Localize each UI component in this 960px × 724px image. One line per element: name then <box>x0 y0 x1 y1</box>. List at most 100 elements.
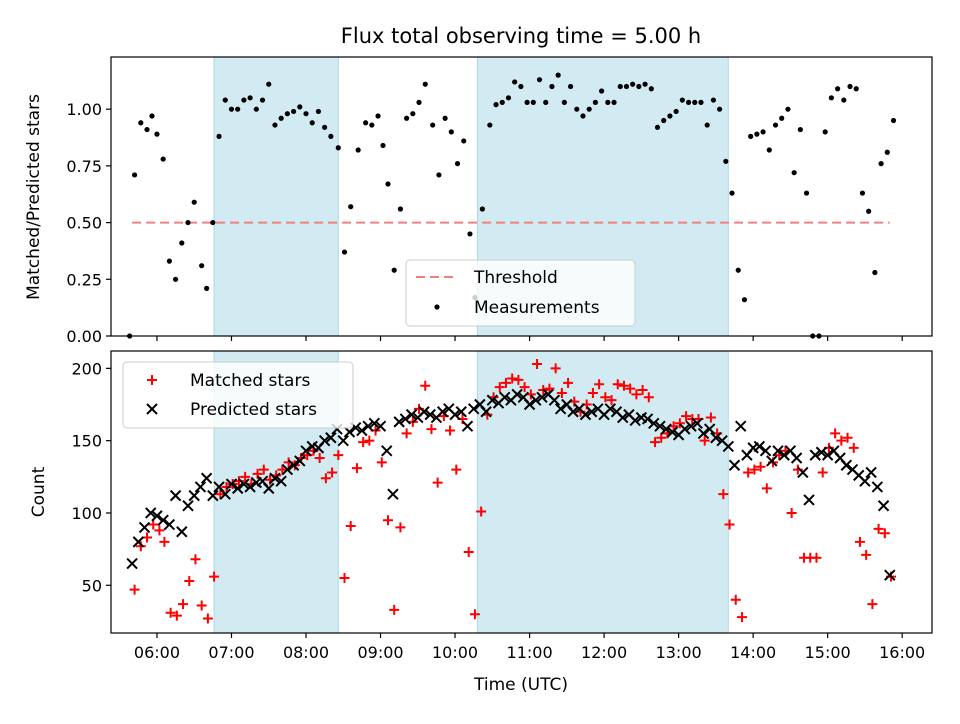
measurements-point <box>487 122 493 128</box>
measurements-point <box>841 97 847 103</box>
matched-stars-point <box>339 573 350 584</box>
predicted-stars-point <box>194 481 207 493</box>
predicted-stars-point <box>735 420 747 432</box>
predicted-stars-point <box>138 521 151 534</box>
predicted-stars-point <box>269 472 281 484</box>
measurements-point <box>363 120 369 126</box>
matched-stars-point <box>494 382 505 393</box>
matched-stars-point <box>451 464 462 475</box>
x-tick-label: 13:00 <box>656 643 702 662</box>
measurements-point <box>380 142 386 149</box>
predicted-stars-point <box>343 426 356 438</box>
measurements-point <box>222 97 228 103</box>
measurements-point <box>348 204 354 210</box>
measurements-point <box>422 81 428 87</box>
matched-stars-point <box>364 435 375 446</box>
matched-stars-point <box>327 467 338 478</box>
y-tick-label: 0.50 <box>66 214 102 233</box>
matched-stars-point <box>625 383 636 394</box>
x-tick-label: 14:00 <box>730 643 776 662</box>
matched-stars-point <box>650 437 661 448</box>
matched-stars-point <box>532 359 543 370</box>
measurements-point <box>416 99 422 105</box>
x-tick-label: 16:00 <box>879 643 925 662</box>
measurements-point <box>797 126 803 133</box>
measurements-point <box>144 126 150 133</box>
measurements-point <box>692 99 698 105</box>
measurements-point <box>278 115 284 121</box>
matched-stars-point <box>730 594 741 605</box>
predicted-stars-point <box>294 455 306 467</box>
measurements-point <box>530 99 536 105</box>
predicted-stars-point <box>418 406 430 418</box>
predicted-stars-point <box>859 475 871 487</box>
matched-stars-point <box>500 377 511 388</box>
measurements-point <box>185 219 191 226</box>
measurements-point <box>235 106 241 112</box>
predicted-stars-point <box>169 489 182 502</box>
measurements-point <box>303 111 309 117</box>
predicted-stars-point <box>480 406 492 418</box>
measurements-point <box>673 108 679 115</box>
measurements-point <box>772 122 779 128</box>
matched-stars-point <box>861 549 872 560</box>
legend-predicted-label: Predicted stars <box>190 400 317 420</box>
matched-stars-point <box>587 387 598 398</box>
measurements-point <box>748 133 754 139</box>
matched-stars-point <box>848 442 859 453</box>
top-legend: Threshold Measurements <box>405 259 636 327</box>
top-panel: 0.00 0.25 0.50 0.75 1.00 Matched/Predicted s… <box>24 56 933 346</box>
matched-stars-point <box>351 463 362 474</box>
measurements-point <box>375 113 381 119</box>
matched-stars-point <box>333 450 344 461</box>
measurements-point <box>859 190 866 196</box>
predicted-stars-point <box>722 440 735 453</box>
measurements-point <box>149 113 155 119</box>
measurements-point <box>448 129 454 135</box>
y-tick-label: 0.75 <box>66 157 102 176</box>
matched-stars-point <box>786 507 797 518</box>
matched-stars-point <box>842 432 853 443</box>
top-series <box>127 72 897 339</box>
bottom-panel: 50 100 150 200 06:00 07:00 08:00 09:00 10:00 11:… <box>29 350 933 695</box>
measurements-point <box>847 83 853 90</box>
matched-stars-point <box>395 522 406 533</box>
measurements-point <box>479 206 485 212</box>
y-tick-label: 0.00 <box>66 327 102 346</box>
predicted-stars-point <box>660 423 672 435</box>
measurements-point <box>555 72 561 78</box>
legend-measurements-label: Measurements <box>474 298 600 318</box>
predicted-stars-point <box>200 472 213 484</box>
matched-stars-point <box>854 536 865 547</box>
matched-stars-point <box>513 374 524 385</box>
measurements-point <box>247 95 253 101</box>
matched-stars-point <box>600 392 611 403</box>
y-tick-label: 200 <box>71 359 102 378</box>
measurements-point <box>166 258 172 264</box>
predicted-stars-point <box>225 478 238 490</box>
y-tick-label: 150 <box>71 432 102 451</box>
predicted-stars-point <box>455 406 467 418</box>
matched-stars-point <box>171 610 182 621</box>
measurements-point <box>154 131 160 137</box>
measurements-point <box>397 206 403 212</box>
measurements-point <box>536 77 543 83</box>
measurements-point <box>454 161 461 167</box>
matched-stars-point <box>867 599 878 610</box>
measurements-point <box>430 122 436 128</box>
predicted-stars-point <box>567 406 579 418</box>
measurements-point <box>543 99 549 105</box>
measurements-point <box>617 83 623 90</box>
predicted-stars-point <box>523 398 536 411</box>
legend-measurements-swatch <box>434 304 440 310</box>
measurements-point <box>574 106 580 112</box>
matched-stars-point <box>873 523 884 534</box>
predicted-stars-point <box>362 420 374 432</box>
matched-stars-point <box>401 428 412 439</box>
measurements-point <box>341 249 348 255</box>
measurements-point <box>822 129 828 135</box>
matched-stars-point <box>817 467 828 478</box>
predicted-stars-point <box>436 406 449 418</box>
predicted-stars-point <box>281 463 294 476</box>
predicted-stars-point <box>405 408 418 421</box>
